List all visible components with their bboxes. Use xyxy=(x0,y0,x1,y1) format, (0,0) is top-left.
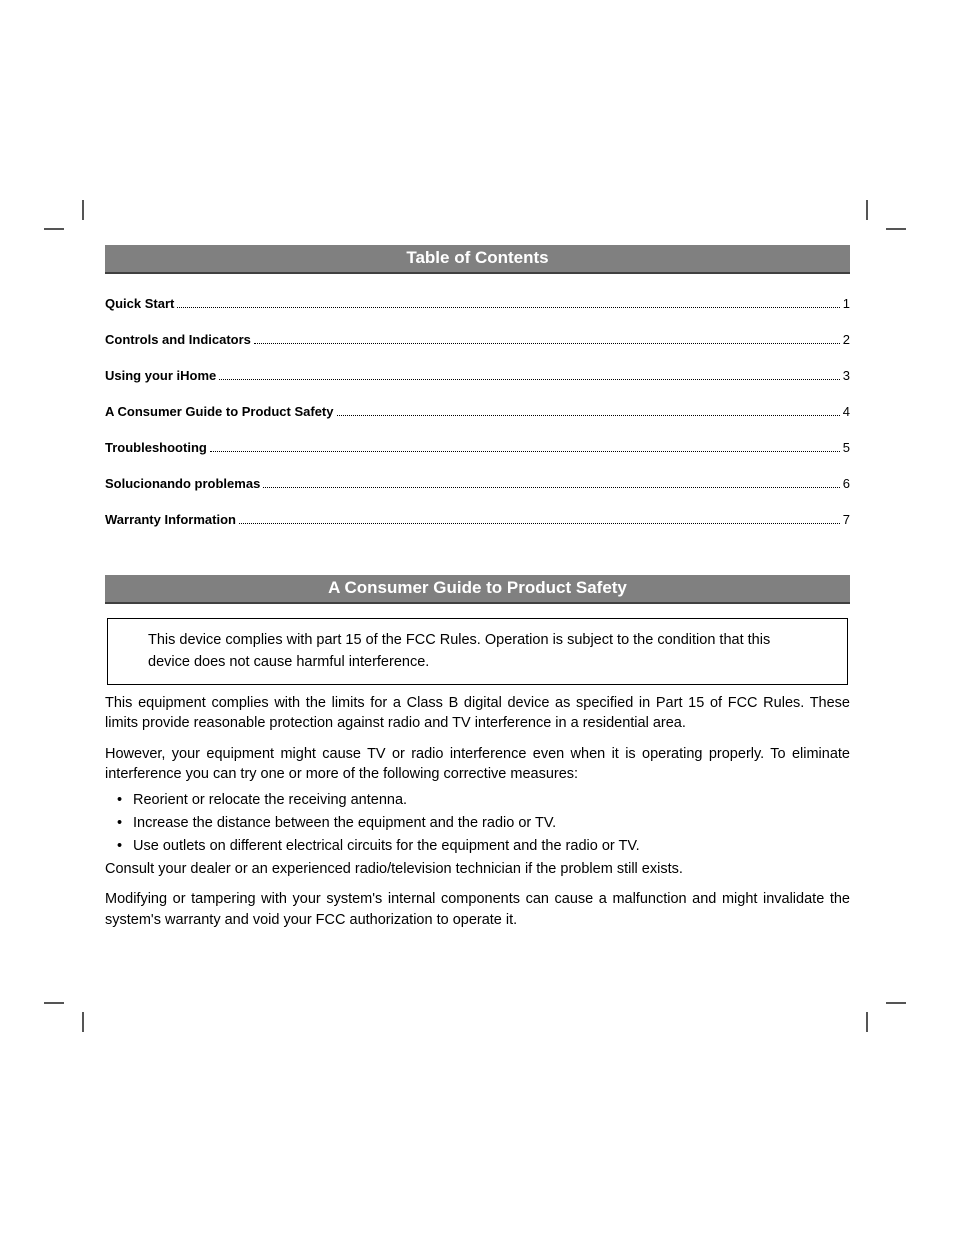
crop-mark-top-right-h xyxy=(886,228,906,230)
toc-leader-dots xyxy=(263,479,839,488)
toc-leader-dots xyxy=(210,443,840,452)
toc-label: Using your iHome xyxy=(105,368,216,383)
crop-mark-top-right-v xyxy=(866,200,868,220)
crop-mark-bottom-right-h xyxy=(886,1002,906,1004)
toc-label: Warranty Information xyxy=(105,512,236,527)
safety-header: A Consumer Guide to Product Safety xyxy=(105,575,850,604)
toc-page-number: 2 xyxy=(843,332,850,347)
toc-leader-dots xyxy=(337,407,840,416)
list-item: Reorient or relocate the receiving anten… xyxy=(105,790,850,811)
toc-row: Warranty Information 7 xyxy=(105,512,850,527)
toc-leader-dots xyxy=(254,335,840,344)
toc-label: Quick Start xyxy=(105,296,174,311)
toc-label: A Consumer Guide to Product Safety xyxy=(105,404,334,419)
crop-mark-top-left-h xyxy=(44,228,64,230)
toc-row: Solucionando problemas 6 xyxy=(105,476,850,491)
toc-label: Solucionando problemas xyxy=(105,476,260,491)
safety-paragraph: Consult your dealer or an experienced ra… xyxy=(105,859,850,879)
toc-header: Table of Contents xyxy=(105,245,850,274)
toc-page-number: 7 xyxy=(843,512,850,527)
toc-page-number: 1 xyxy=(843,296,850,311)
fcc-compliance-box: This device complies with part 15 of the… xyxy=(107,618,848,685)
page-content: Table of Contents Quick Start 1 Controls… xyxy=(105,245,850,930)
list-item: Use outlets on different electrical circ… xyxy=(105,836,850,857)
toc-row: Using your iHome 3 xyxy=(105,368,850,383)
crop-mark-top-left-v xyxy=(82,200,84,220)
toc-page-number: 5 xyxy=(843,440,850,455)
crop-mark-bottom-right-v xyxy=(866,1012,868,1032)
toc-label: Controls and Indicators xyxy=(105,332,251,347)
toc-label: Troubleshooting xyxy=(105,440,207,455)
corrective-measures-list: Reorient or relocate the receiving anten… xyxy=(105,790,850,857)
list-item: Increase the distance between the equipm… xyxy=(105,813,850,834)
toc-leader-dots xyxy=(239,515,840,524)
toc-row: Quick Start 1 xyxy=(105,296,850,311)
toc-page-number: 4 xyxy=(843,404,850,419)
toc-page-number: 3 xyxy=(843,368,850,383)
toc-leader-dots xyxy=(177,299,839,308)
safety-paragraph: Modifying or tampering with your system'… xyxy=(105,889,850,930)
toc-row: Controls and Indicators 2 xyxy=(105,332,850,347)
toc-row: Troubleshooting 5 xyxy=(105,440,850,455)
toc-page-number: 6 xyxy=(843,476,850,491)
safety-paragraph: This equipment complies with the limits … xyxy=(105,693,850,734)
table-of-contents: Quick Start 1 Controls and Indicators 2 … xyxy=(105,296,850,527)
crop-mark-bottom-left-v xyxy=(82,1012,84,1032)
toc-leader-dots xyxy=(219,371,840,380)
crop-mark-bottom-left-h xyxy=(44,1002,64,1004)
safety-paragraph: However, your equipment might cause TV o… xyxy=(105,744,850,785)
toc-row: A Consumer Guide to Product Safety 4 xyxy=(105,404,850,419)
